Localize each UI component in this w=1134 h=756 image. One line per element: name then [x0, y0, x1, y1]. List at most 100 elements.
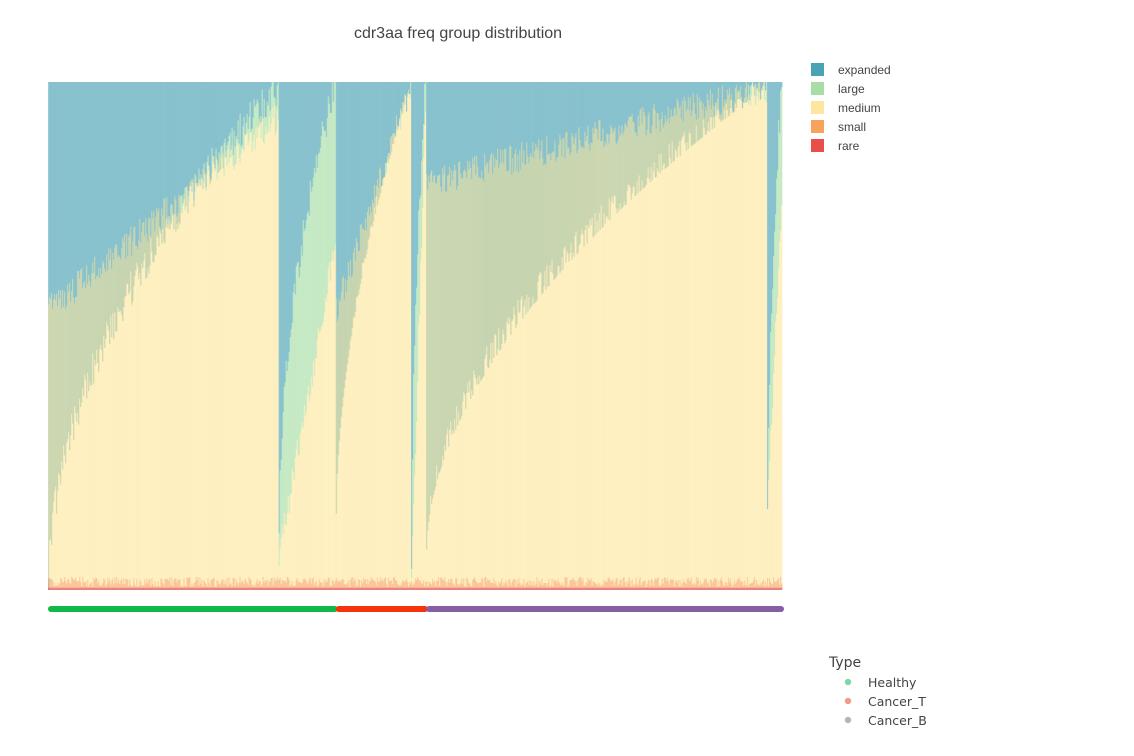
- bar-segment-other: [248, 82, 250, 117]
- bar-segment-rare: [221, 587, 223, 590]
- bar-segment-medium: [243, 150, 245, 584]
- bar-segment-small: [306, 584, 309, 588]
- bar-segment-small: [233, 577, 235, 588]
- bar-segment-rare: [379, 587, 382, 590]
- bar-segment-medium: [741, 108, 744, 582]
- bar-segment-rare: [740, 587, 743, 590]
- bar-segment-small: [728, 582, 731, 588]
- bar-segment-rare: [455, 587, 457, 590]
- bar-segment-small: [272, 585, 275, 588]
- bar-segment-other: [145, 82, 147, 279]
- bar-segment-medium: [480, 178, 482, 582]
- bar-segment-medium: [455, 170, 457, 578]
- bar-segment-small: [170, 584, 172, 588]
- freq-group-legend[interactable]: expanded large medium small rare: [811, 63, 891, 153]
- bar-segment-medium: [452, 179, 454, 583]
- bar-segment-small: [762, 579, 765, 588]
- bar-segment-other: [185, 82, 187, 207]
- bar-segment-rare: [567, 587, 569, 590]
- bar-segment-medium: [117, 257, 119, 584]
- bar-segment-medium: [113, 259, 115, 585]
- bar-segment-medium: [378, 169, 381, 582]
- bar-segment-small: [338, 580, 341, 588]
- bar-segment-small: [321, 582, 324, 588]
- bar-segment-medium: [621, 125, 624, 586]
- bar-segment-small: [383, 578, 386, 588]
- bar-segment-medium: [275, 131, 278, 581]
- bar-segment-small: [332, 581, 335, 588]
- bar-segment-other: [747, 82, 750, 85]
- bar-segment-small: [119, 583, 121, 588]
- bar-segment-small: [111, 581, 113, 588]
- bar-segment-medium: [609, 134, 611, 580]
- bar-segment-small: [301, 582, 304, 588]
- legend-item-small[interactable]: small: [811, 120, 866, 134]
- bar-segment-rare: [534, 587, 536, 590]
- bar-segment-medium: [283, 512, 286, 582]
- bar-segment-rare: [413, 587, 416, 590]
- bar-segment-medium: [398, 120, 401, 586]
- bar-segment-small: [132, 585, 134, 588]
- bar-segment-other: [177, 82, 179, 229]
- bar-segment-small: [599, 584, 601, 588]
- bar-segment-large: [297, 261, 300, 457]
- bar-segment-large: [269, 110, 272, 131]
- bar-segment-medium: [56, 293, 58, 585]
- bar-segment-large: [424, 83, 426, 126]
- type-legend[interactable]: Type Healthy Cancer_T Cancer_B: [828, 655, 927, 728]
- bar-segment-small: [715, 578, 718, 588]
- bar-segment-rare: [584, 587, 586, 590]
- bar-segment-medium: [102, 260, 104, 584]
- bar-segment-large: [256, 99, 259, 138]
- bar-segment-rare: [514, 587, 516, 590]
- bar-segment-small: [661, 578, 664, 588]
- bar-segment-rare: [235, 587, 237, 590]
- bar-segment-rare: [307, 587, 310, 590]
- bar-segment-small: [334, 580, 337, 588]
- bar-segment-medium: [304, 416, 307, 580]
- bar-segment-medium: [120, 259, 122, 581]
- type-legend-item-cancer-t[interactable]: Cancer_T: [844, 694, 926, 709]
- bar-segment-large: [313, 167, 316, 376]
- bar-segment-rare: [711, 587, 714, 590]
- bar-segment-small: [228, 577, 230, 588]
- bar-segment-small: [122, 584, 124, 588]
- bar-segment-small: [221, 579, 223, 588]
- bar-segment-small: [655, 579, 658, 588]
- bar-segment-medium: [433, 175, 435, 583]
- bar-segment-small: [453, 584, 455, 588]
- bar-segment-small: [595, 584, 597, 588]
- bar-segment-expanded: [311, 82, 314, 188]
- bar-segment-small: [187, 578, 189, 588]
- bar-segment-medium: [626, 127, 629, 581]
- bar-segment-large: [757, 82, 760, 100]
- bar-segment-medium: [161, 208, 163, 579]
- bar-segment-other: [759, 82, 762, 92]
- bar-segment-medium: [605, 144, 607, 581]
- bar-segment-small: [766, 577, 769, 588]
- legend-item-rare[interactable]: rare: [811, 139, 860, 153]
- type-legend-item-cancer-b[interactable]: Cancer_B: [844, 713, 927, 728]
- bar-segment-medium: [608, 143, 610, 578]
- bar-segment-small: [600, 586, 602, 588]
- bar-segment-medium: [296, 439, 299, 579]
- bar-segment-rare: [502, 587, 504, 590]
- bar-segment-other: [243, 82, 245, 118]
- bar-segment-medium: [573, 144, 575, 580]
- legend-item-expanded[interactable]: expanded: [811, 63, 891, 77]
- bar-segment-large: [334, 82, 337, 245]
- type-legend-item-healthy[interactable]: Healthy: [844, 675, 917, 690]
- bar-segment-rare: [704, 587, 707, 590]
- bar-segment-medium: [508, 170, 510, 580]
- legend-item-medium[interactable]: medium: [811, 101, 881, 115]
- bar-segment-other: [645, 82, 648, 186]
- bar-segment-medium: [395, 115, 398, 581]
- bar-segment-medium: [458, 162, 460, 586]
- legend-item-large[interactable]: large: [811, 82, 865, 96]
- bar-segment-small: [424, 586, 426, 588]
- bar-segment-medium: [571, 133, 573, 580]
- bar-segment-rare: [112, 587, 114, 590]
- bar-segment-rare: [430, 587, 432, 590]
- bar-segment-medium: [338, 299, 341, 581]
